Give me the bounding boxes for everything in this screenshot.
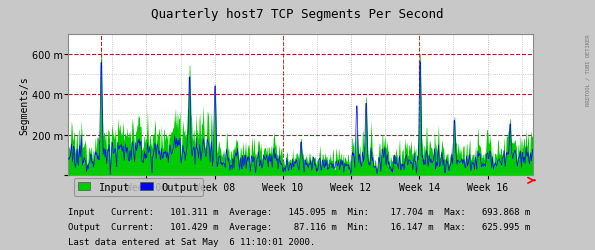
Y-axis label: Segments/s: Segments/s xyxy=(19,76,29,134)
Text: Input   Current:   101.311 m  Average:   145.095 m  Min:    17.704 m  Max:   693: Input Current: 101.311 m Average: 145.09… xyxy=(68,208,531,216)
Text: Last data entered at Sat May  6 11:10:01 2000.: Last data entered at Sat May 6 11:10:01 … xyxy=(68,238,316,246)
Text: Output  Current:   101.429 m  Average:    87.116 m  Min:    16.147 m  Max:   625: Output Current: 101.429 m Average: 87.11… xyxy=(68,222,531,232)
Text: RRDTOOL / TOBI OETIKER: RRDTOOL / TOBI OETIKER xyxy=(586,34,591,106)
Text: Quarterly host7 TCP Segments Per Second: Quarterly host7 TCP Segments Per Second xyxy=(151,8,444,20)
Legend: Input, Output: Input, Output xyxy=(74,178,203,196)
